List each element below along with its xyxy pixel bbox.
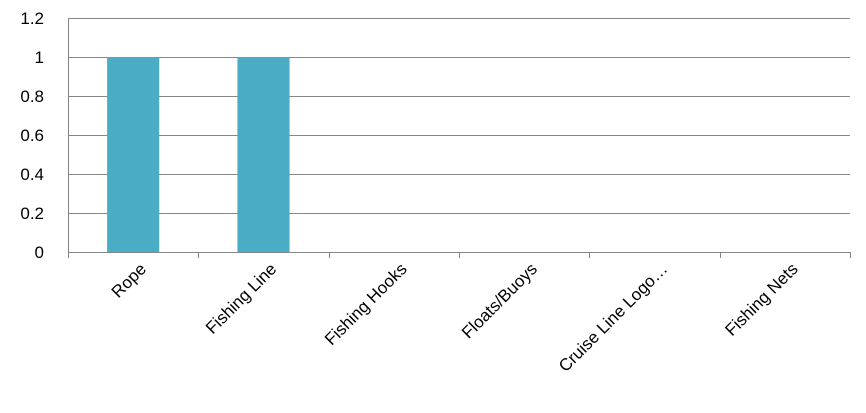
gridlines xyxy=(68,18,850,214)
x-tick-label: Fishing Hooks xyxy=(321,259,411,349)
x-tick-label: Rope xyxy=(108,259,150,301)
y-tick-label: 1 xyxy=(35,48,44,67)
y-tick-label: 0.2 xyxy=(20,204,44,223)
x-tick-label: Fishing Nets xyxy=(721,259,801,339)
bar xyxy=(107,57,160,252)
x-tick-label: Cruise Line Logo… xyxy=(555,259,671,375)
y-tick-label: 0.6 xyxy=(20,126,44,145)
axes xyxy=(68,18,851,258)
y-tick-label: 0.8 xyxy=(20,87,44,106)
y-tick-label: 1.2 xyxy=(20,9,44,28)
bars xyxy=(107,57,290,252)
y-tick-labels: 0 0.2 0.4 0.6 0.8 1 1.2 xyxy=(20,9,44,262)
y-tick-label: 0 xyxy=(35,243,44,262)
x-tick-labels: Rope Fishing Line Fishing Hooks Floats/Buoy… xyxy=(108,259,802,375)
y-tick-label: 0.4 xyxy=(20,165,44,184)
x-tick-label: Fishing Line xyxy=(202,259,280,337)
x-tick-label: Floats/Buoys xyxy=(458,259,541,342)
bar xyxy=(237,57,290,252)
